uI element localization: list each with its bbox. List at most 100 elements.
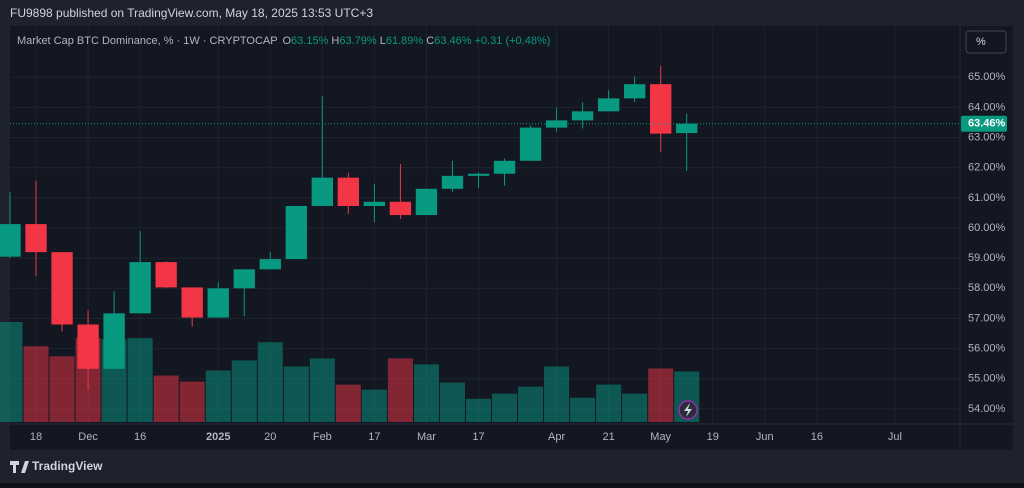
header: FU9898 published on TradingView.com, May… [10, 6, 373, 20]
candle-body [311, 177, 333, 207]
volume-bar [231, 360, 257, 422]
x-tick-label: 2025 [206, 431, 230, 443]
high: 63.79% [339, 35, 377, 47]
candle-body [519, 127, 542, 161]
candle-body [571, 111, 594, 121]
candle-body [676, 123, 698, 134]
close-key: C [426, 35, 434, 47]
volume-bar [0, 322, 23, 422]
volume-bar [23, 346, 49, 422]
y-tick-label: 65.00% [968, 71, 1006, 83]
low-key: L [380, 35, 386, 47]
candle-body [103, 313, 125, 369]
volume-bar [492, 393, 518, 422]
x-tick-label: 18 [30, 431, 42, 443]
x-tick-label: 17 [472, 431, 484, 443]
candle-body [467, 173, 490, 176]
unit-button[interactable]: % [965, 30, 1007, 54]
legend-text: Market Cap BTC Dominance, % · 1W · CRYPT… [17, 35, 550, 47]
x-tick-label: Apr [548, 431, 565, 443]
volume-bar [179, 381, 205, 422]
candle-body [597, 98, 620, 112]
open-key: O [282, 35, 291, 47]
logo-mark[interactable] [10, 461, 29, 473]
volume-bar [439, 382, 465, 422]
volume-bar [257, 342, 283, 422]
close: 63.46% [434, 35, 472, 47]
legend: Market Cap BTC Dominance, % · 1W · CRYPT… [17, 35, 550, 47]
y-tick-label: 56.00% [968, 343, 1006, 355]
volume-bar [153, 375, 179, 422]
candle-body [389, 201, 412, 216]
event-bolt[interactable] [684, 403, 692, 417]
candle-body [415, 188, 438, 216]
candle-body [25, 224, 47, 253]
x-tick-label: Jul [888, 431, 902, 443]
event-icon[interactable] [678, 400, 698, 420]
marks [0, 66, 960, 422]
low: 61.89% [386, 35, 424, 47]
volume-bar [413, 364, 439, 422]
high-key: H [331, 35, 339, 47]
volume-bar [596, 384, 622, 422]
volume-bar [518, 386, 544, 422]
x-tick-label: 20 [264, 431, 276, 443]
candle-body [207, 288, 229, 318]
volume-bar [387, 358, 413, 422]
y-tick-label: 60.00% [968, 222, 1006, 234]
x-tick-label: 16 [134, 431, 146, 443]
candle-body [363, 201, 386, 207]
candle-body [129, 262, 151, 314]
y-tick-label: 59.00% [968, 252, 1006, 264]
volume-bar [335, 384, 361, 422]
open: 63.15% [291, 35, 329, 47]
volume-bar [127, 338, 153, 422]
symbol: Market Cap BTC Dominance, % · 1W · CRYPT… [17, 35, 277, 47]
y-tick-label: 64.00% [968, 101, 1006, 113]
candle-body [155, 262, 177, 288]
volume-bar [361, 389, 387, 422]
last-price-label: 63.46% [968, 118, 1006, 130]
y-tick-label: 58.00% [968, 282, 1006, 294]
x-tick-label: Jun [756, 431, 774, 443]
unit-button-box[interactable] [965, 30, 1007, 54]
x-tick-label: Dec [78, 431, 98, 443]
volume-bar [205, 370, 231, 422]
x-tick-label: Mar [417, 431, 436, 443]
candle-body [337, 177, 360, 207]
y-tick-label: 63.00% [968, 131, 1006, 143]
y-tick-label: 54.00% [968, 403, 1006, 415]
volume-bar [544, 366, 570, 422]
volume-bar [283, 366, 309, 422]
footer[interactable]: TradingView [32, 459, 103, 473]
y-tick-label: 57.00% [968, 312, 1006, 324]
candle-body [623, 84, 646, 99]
candle-body [650, 84, 672, 134]
candle-body [233, 269, 255, 289]
x-tick-label: May [650, 431, 671, 443]
x-tick-label: 17 [368, 431, 380, 443]
change: +0.31 (+0.48%) [475, 35, 551, 47]
unit-button-label[interactable]: % [976, 36, 986, 48]
x-tick-label: 16 [811, 431, 823, 443]
last-price-box [961, 115, 1007, 132]
volume-bar [465, 398, 492, 422]
candle-body [77, 324, 99, 369]
y-tick-label: 62.00% [968, 162, 1006, 174]
footer-logo[interactable]: TradingView [10, 459, 103, 473]
x-tick-label: Feb [313, 431, 332, 443]
candle-body [259, 259, 281, 270]
candle-body [181, 287, 203, 318]
y-tick-label: 61.00% [968, 192, 1006, 204]
candle-body [0, 224, 21, 257]
candle-body [493, 160, 516, 174]
y-tick-label: 55.00% [968, 373, 1006, 385]
volume-bar [648, 368, 674, 422]
x-tick-label: 19 [707, 431, 719, 443]
candle-body [441, 175, 464, 189]
x-tick-label: 21 [603, 431, 615, 443]
volume-bar [309, 358, 335, 422]
candle-body [51, 252, 73, 325]
volume-bar [570, 397, 596, 422]
